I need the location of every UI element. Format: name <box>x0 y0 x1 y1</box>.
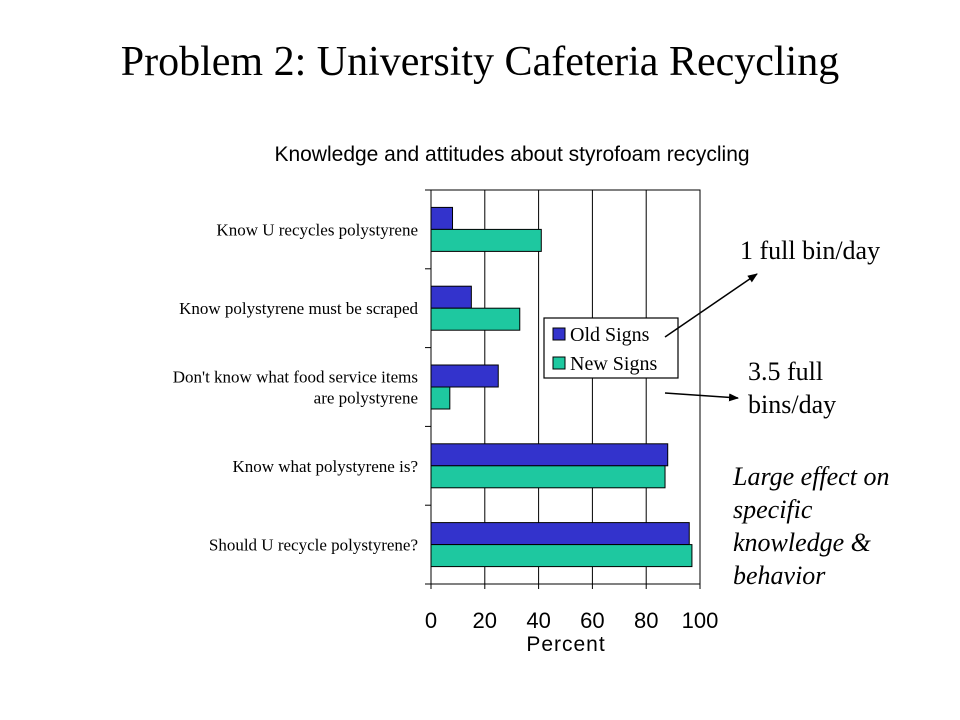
x-tick-label-40: 40 <box>526 608 550 633</box>
bars <box>430 206 693 568</box>
x-axis-label: Percent <box>526 633 605 656</box>
arrow-1 <box>664 273 758 338</box>
category-label-5: Should U recycle polystyrene? <box>209 536 418 555</box>
legend-box <box>543 317 679 379</box>
chart-title: Knowledge and attitudes about styrofoam … <box>274 143 749 166</box>
axes <box>425 189 701 589</box>
bar-new-signs-3 <box>430 386 451 410</box>
x-tick-label-0: 0 <box>425 608 437 633</box>
bar-new-signs-2 <box>430 307 521 331</box>
bar-new-signs-4 <box>430 465 666 489</box>
legend-swatch-new-signs <box>552 356 566 370</box>
legend: Old Signs New Signs <box>543 317 679 379</box>
legend-label-old-signs: Old Signs <box>570 324 650 346</box>
slide-title: Problem 2: University Cafeteria Recyclin… <box>120 39 840 85</box>
bar-new-signs-5 <box>430 544 693 568</box>
legend-swatch-old-signs <box>552 327 566 341</box>
bar-new-signs-1 <box>430 228 542 252</box>
x-tick-label-60: 60 <box>580 608 604 633</box>
x-tick-label-20: 20 <box>473 608 497 633</box>
bar-old-signs-2 <box>430 285 472 309</box>
annotation-three-five-bins: 3.5 full bins/day <box>748 357 837 419</box>
bar-old-signs-1 <box>430 206 454 230</box>
annotation-one-bin: 1 full bin/day <box>740 236 881 265</box>
bar-old-signs-5 <box>430 522 690 546</box>
category-labels: Know U recycles polystyrene Know polystyr… <box>173 220 419 554</box>
x-tick-label-100: 100 <box>682 608 719 633</box>
plot-frame <box>430 189 701 585</box>
bar-old-signs-4 <box>430 443 669 467</box>
category-label-1: Know U recycles polystyrene <box>216 220 418 239</box>
x-tick-label-80: 80 <box>634 608 658 633</box>
legend-label-new-signs: New Signs <box>570 353 657 375</box>
category-label-2: Know polystyrene must be scraped <box>179 299 418 318</box>
annotation-large-effect: Large effect on specific knowledge & beh… <box>733 462 890 590</box>
arrow-2 <box>664 392 739 402</box>
category-label-3: Don't know what food service items are po… <box>173 368 418 408</box>
category-label-4: Know what polystyrene is? <box>232 457 418 476</box>
bar-old-signs-3 <box>430 364 499 388</box>
x-tick-labels: 0 20 40 60 80 100 <box>425 608 718 633</box>
